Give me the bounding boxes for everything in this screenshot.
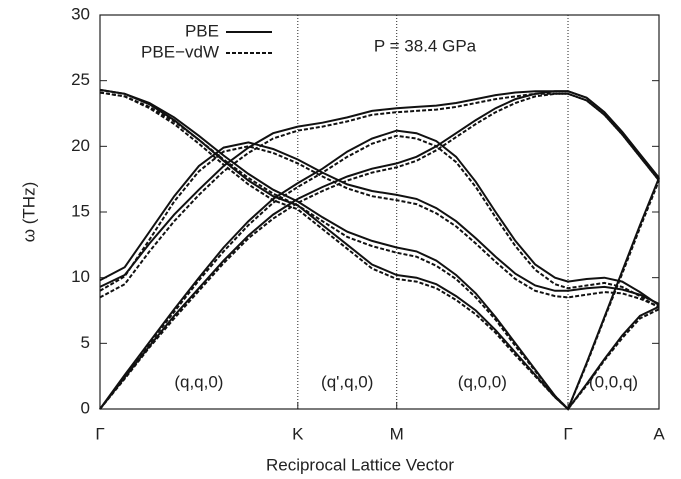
x-axis-label: Reciprocal Lattice Vector [266, 455, 454, 474]
region-label: (q,q,0) [174, 372, 223, 391]
legend-label: PBE [185, 21, 219, 40]
y-tick-label: 5 [81, 333, 90, 352]
y-tick-label: 10 [71, 267, 90, 286]
dispersion-branch [99, 134, 660, 410]
x-tick-label: K [292, 424, 304, 443]
dispersion-branch [99, 92, 660, 410]
dispersion-branch [99, 145, 660, 308]
annotation: P = 38.4 GPa [374, 36, 477, 55]
dispersion-branch [99, 129, 660, 410]
y-tick-label: 0 [81, 398, 90, 417]
region-label: (0,0,q) [589, 372, 638, 391]
x-tick-label: A [653, 424, 665, 443]
dispersion-branch [99, 88, 660, 411]
y-tick-label: 20 [71, 136, 90, 155]
y-tick-label: 15 [71, 201, 90, 220]
dispersion-branch [99, 91, 660, 411]
region-label: (q,0,0) [458, 372, 507, 391]
y-tick-label: 25 [71, 70, 90, 89]
y-axis-label: ω (THz) [19, 182, 38, 242]
legend-label: PBE−vdW [141, 42, 219, 61]
dispersion-branch [99, 141, 660, 305]
dispersion-branch [99, 92, 660, 299]
x-tick-label: M [390, 424, 404, 443]
y-tick-label: 30 [71, 4, 90, 23]
dispersion-branch [99, 90, 660, 410]
dispersion-branch [99, 91, 660, 411]
x-tick-label: Γ [563, 424, 572, 443]
x-tick-label: Γ [95, 424, 104, 443]
region-label: (q',q,0) [321, 372, 373, 391]
dispersion-branch [99, 88, 660, 411]
